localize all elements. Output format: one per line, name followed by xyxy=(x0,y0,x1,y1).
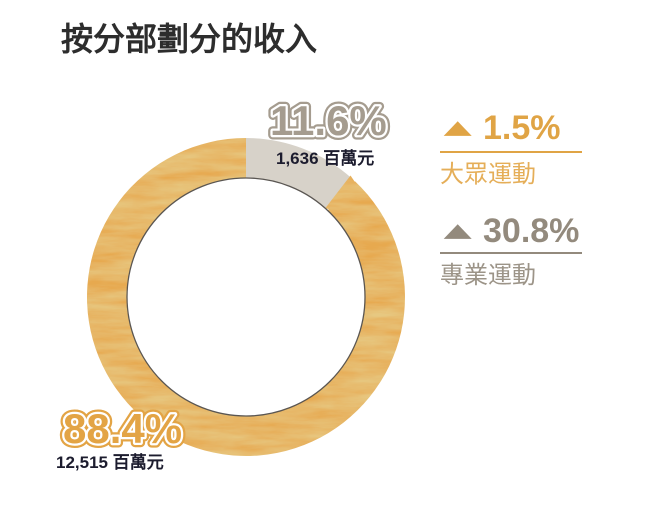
svg-text:12,515 百萬元: 12,515 百萬元 xyxy=(56,452,164,472)
svg-text:88.4%: 88.4% xyxy=(63,405,182,452)
svg-text:1,636 百萬元: 1,636 百萬元 xyxy=(276,148,374,168)
svg-text:專業運動: 專業運動 xyxy=(440,262,536,289)
svg-text:11.6%: 11.6% xyxy=(270,97,387,144)
svg-text:1.5%: 1.5% xyxy=(483,109,561,147)
svg-text:大眾運動: 大眾運動 xyxy=(440,161,536,188)
svg-text:30.8%: 30.8% xyxy=(483,212,579,250)
